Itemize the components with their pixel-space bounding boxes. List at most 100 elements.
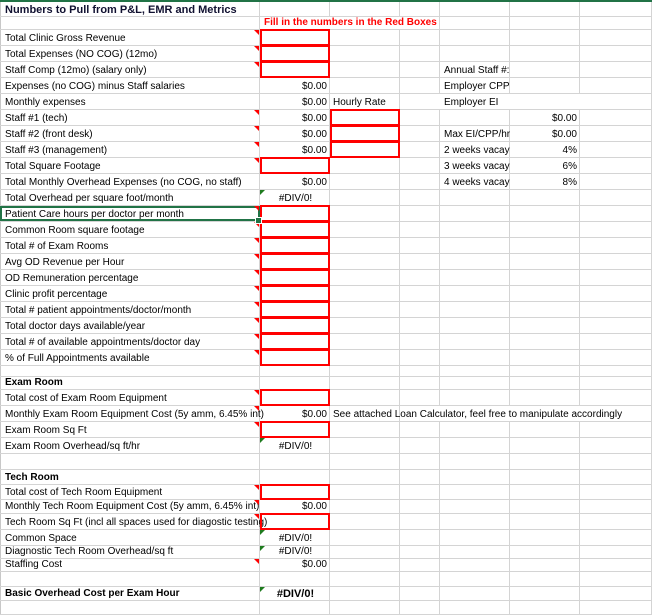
input-box[interactable] xyxy=(260,421,330,438)
cell[interactable] xyxy=(330,485,400,499)
cell[interactable] xyxy=(330,62,400,77)
rate-value[interactable]: 8% xyxy=(510,174,580,189)
value-cell[interactable] xyxy=(260,470,330,484)
cell[interactable] xyxy=(440,222,510,237)
value-cell[interactable]: #DIV/0! xyxy=(260,546,330,558)
input-box[interactable] xyxy=(260,29,330,46)
cell[interactable] xyxy=(440,546,510,558)
input-box[interactable] xyxy=(260,45,330,62)
cell[interactable] xyxy=(510,254,580,269)
cell[interactable] xyxy=(400,206,440,221)
cell[interactable] xyxy=(440,206,510,221)
cell[interactable] xyxy=(580,454,652,469)
row-label[interactable] xyxy=(0,366,260,376)
row-label[interactable]: Total cost of Tech Room Equipment xyxy=(0,485,260,499)
cell[interactable] xyxy=(440,601,510,614)
cell[interactable] xyxy=(400,222,440,237)
cell[interactable] xyxy=(510,587,580,600)
row-label[interactable]: Tech Room Sq Ft (incl all spaces used fo… xyxy=(0,514,267,529)
row-label[interactable]: Patient Care hours per doctor per month xyxy=(0,206,262,224)
cell[interactable] xyxy=(400,366,440,376)
sheet-title[interactable]: Numbers to Pull from P&L, EMR and Metric… xyxy=(0,2,260,16)
cell[interactable] xyxy=(440,366,510,376)
cell[interactable] xyxy=(330,222,400,237)
input-box[interactable] xyxy=(260,349,330,366)
cell[interactable] xyxy=(400,158,440,173)
cell[interactable] xyxy=(440,350,510,365)
cell[interactable] xyxy=(440,422,510,437)
cell[interactable] xyxy=(510,366,580,376)
rate-value[interactable]: 4% xyxy=(510,142,580,157)
row-label[interactable]: % of Full Appointments available xyxy=(0,350,260,365)
cell[interactable] xyxy=(510,78,580,93)
cell[interactable] xyxy=(330,470,400,484)
cell[interactable] xyxy=(330,377,400,389)
cell[interactable] xyxy=(400,318,440,333)
row-label[interactable]: Clinic profit percentage xyxy=(0,286,260,301)
cell[interactable] xyxy=(330,254,400,269)
value-cell[interactable] xyxy=(260,377,330,389)
rate-label[interactable]: 3 weeks vacay xyxy=(440,158,510,173)
row-label[interactable]: Diagnostic Tech Room Overhead/sq ft xyxy=(0,546,260,558)
input-box[interactable] xyxy=(260,237,330,254)
row-label[interactable]: Total # patient appointments/doctor/mont… xyxy=(0,302,260,317)
cell[interactable] xyxy=(510,30,580,45)
cell[interactable] xyxy=(510,530,580,545)
value-cell[interactable]: #DIV/0! xyxy=(260,530,330,545)
cell[interactable] xyxy=(580,110,652,125)
input-box[interactable] xyxy=(260,205,330,222)
cell[interactable] xyxy=(260,2,330,16)
cell[interactable] xyxy=(440,377,510,389)
cell[interactable] xyxy=(510,485,580,499)
cell[interactable] xyxy=(580,46,652,61)
row-label[interactable]: Staff #1 (tech) xyxy=(0,110,260,125)
cell[interactable] xyxy=(580,174,652,189)
cell[interactable] xyxy=(330,530,400,545)
value-cell[interactable] xyxy=(260,454,330,469)
cell[interactable] xyxy=(440,270,510,285)
cell[interactable] xyxy=(400,422,440,437)
cell[interactable] xyxy=(400,377,440,389)
cell[interactable] xyxy=(400,500,440,513)
value-cell[interactable]: $0.00 xyxy=(260,406,330,421)
cell[interactable] xyxy=(400,485,440,499)
cell[interactable] xyxy=(330,572,400,586)
cell[interactable] xyxy=(510,454,580,469)
cell[interactable] xyxy=(440,254,510,269)
note-cell[interactable]: See attached Loan Calculator, feel free … xyxy=(330,406,622,421)
cell[interactable] xyxy=(440,514,510,529)
cell[interactable] xyxy=(510,514,580,529)
row-label[interactable]: Avg OD Revenue per Hour xyxy=(0,254,260,269)
value-cell[interactable] xyxy=(260,366,330,376)
cell[interactable] xyxy=(510,302,580,317)
cell[interactable] xyxy=(330,2,400,16)
cell[interactable] xyxy=(580,270,652,285)
fill-handle[interactable] xyxy=(255,217,262,224)
value-cell[interactable]: #DIV/0! xyxy=(260,587,330,600)
rate-label[interactable]: Annual Staff #: xyxy=(440,62,510,77)
cell[interactable] xyxy=(580,587,652,600)
input-box[interactable] xyxy=(260,484,330,500)
input-box[interactable] xyxy=(260,317,330,334)
cell[interactable] xyxy=(330,334,400,349)
cell[interactable] xyxy=(580,377,652,389)
cell[interactable] xyxy=(400,190,440,205)
rate-label[interactable]: Max EI/CPP/hr xyxy=(440,126,510,141)
input-box[interactable] xyxy=(260,157,330,174)
cell[interactable] xyxy=(400,572,440,586)
cell[interactable] xyxy=(510,334,580,349)
value-cell[interactable]: $0.00 xyxy=(260,110,330,125)
cell[interactable] xyxy=(330,601,400,614)
cell[interactable] xyxy=(510,422,580,437)
value-cell[interactable]: $0.00 xyxy=(260,500,330,513)
rate-label[interactable]: 2 weeks vacay xyxy=(440,142,510,157)
cell[interactable] xyxy=(330,366,400,376)
cell[interactable] xyxy=(440,470,510,484)
cell[interactable] xyxy=(580,222,652,237)
cell[interactable] xyxy=(580,142,652,157)
value-cell[interactable]: $0.00 xyxy=(260,94,330,109)
cell[interactable] xyxy=(330,350,400,365)
cell[interactable] xyxy=(400,17,440,29)
cell[interactable] xyxy=(580,470,652,484)
input-box[interactable] xyxy=(330,141,400,158)
